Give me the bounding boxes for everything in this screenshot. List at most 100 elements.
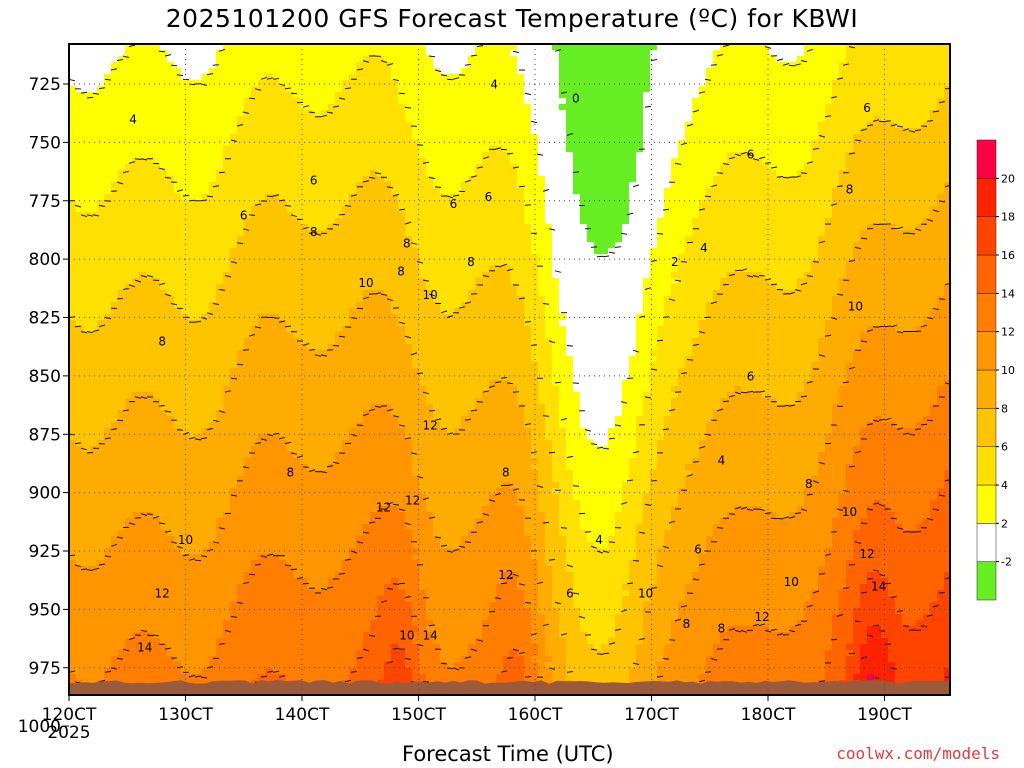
temperature-cell (265, 164, 273, 171)
temperature-cell (342, 374, 350, 381)
temperature-cell (314, 224, 322, 231)
temperature-cell (125, 62, 133, 69)
temperature-cell (195, 236, 203, 243)
temperature-cell (307, 452, 315, 459)
temperature-cell (167, 302, 175, 309)
temperature-cell (258, 152, 266, 159)
temperature-cell (251, 182, 259, 189)
temperature-cell (125, 98, 133, 105)
temperature-cell (118, 260, 126, 267)
temperature-cell (195, 152, 203, 159)
temperature-cell (342, 308, 350, 315)
temperature-cell (97, 272, 105, 279)
temperature-cell (293, 194, 301, 201)
temperature-cell (167, 224, 175, 231)
temperature-cell (181, 284, 189, 291)
temperature-cell (139, 398, 147, 405)
temperature-cell (153, 590, 161, 597)
temperature-cell (258, 92, 266, 99)
temperature-cell (167, 674, 175, 681)
temperature-cell (111, 428, 119, 435)
temperature-cell (307, 644, 315, 651)
temperature-cell (181, 674, 189, 681)
temperature-cell (363, 206, 371, 213)
temperature-cell (97, 614, 105, 621)
temperature-cell (342, 290, 350, 297)
temperature-cell (167, 560, 175, 567)
temperature-cell (328, 134, 336, 141)
temperature-cell (69, 194, 77, 201)
temperature-cell (237, 146, 245, 153)
temperature-cell (279, 404, 287, 411)
temperature-cell (342, 182, 350, 189)
temperature-cell (153, 140, 161, 147)
temperature-cell (377, 632, 385, 639)
temperature-cell (293, 260, 301, 267)
temperature-cell (335, 92, 343, 99)
temperature-cell (335, 356, 343, 363)
temperature-cell (90, 98, 98, 105)
temperature-cell (370, 80, 378, 87)
temperature-cell (167, 200, 175, 207)
temperature-cell (76, 176, 84, 183)
temperature-cell (209, 506, 217, 513)
temperature-cell (244, 596, 252, 603)
temperature-cell (230, 416, 238, 423)
temperature-cell (202, 266, 210, 273)
temperature-cell (146, 134, 154, 141)
temperature-cell (216, 248, 224, 255)
temperature-cell (384, 188, 392, 195)
temperature-cell (146, 302, 154, 309)
temperature-cell (244, 392, 252, 399)
temperature-cell (132, 350, 140, 357)
temperature-cell (216, 164, 224, 171)
temperature-cell (335, 416, 343, 423)
temperature-cell (377, 338, 385, 345)
temperature-cell (153, 176, 161, 183)
temperature-cell (363, 260, 371, 267)
temperature-cell (90, 104, 98, 111)
temperature-cell (363, 122, 371, 129)
temperature-cell (258, 566, 266, 573)
temperature-cell (181, 434, 189, 441)
temperature-cell (202, 74, 210, 81)
temperature-cell (349, 248, 357, 255)
temperature-cell (125, 338, 133, 345)
temperature-cell (307, 512, 315, 519)
temperature-cell (321, 608, 329, 615)
temperature-cell (195, 368, 203, 375)
temperature-cell (125, 356, 133, 363)
temperature-cell (328, 266, 336, 273)
temperature-cell (195, 272, 203, 279)
temperature-cell (181, 512, 189, 519)
temperature-cell (377, 236, 385, 243)
temperature-cell (125, 200, 133, 207)
temperature-cell (356, 518, 364, 525)
temperature-cell (265, 470, 273, 477)
temperature-cell (328, 506, 336, 513)
temperature-cell (307, 320, 315, 327)
temperature-cell (83, 110, 91, 117)
temperature-cell (328, 326, 336, 333)
temperature-cell (293, 74, 301, 81)
temperature-cell (293, 554, 301, 561)
temperature-cell (237, 632, 245, 639)
temperature-cell (90, 494, 98, 501)
temperature-cell (209, 602, 217, 609)
temperature-cell (300, 302, 308, 309)
temperature-cell (363, 140, 371, 147)
temperature-cell (111, 56, 119, 63)
temperature-cell (265, 284, 273, 291)
temperature-cell (272, 146, 280, 153)
temperature-cell (202, 140, 210, 147)
temperature-cell (160, 80, 168, 87)
temperature-cell (76, 536, 84, 543)
temperature-cell (300, 662, 308, 669)
temperature-cell (244, 374, 252, 381)
temperature-cell (335, 242, 343, 249)
temperature-cell (300, 224, 308, 231)
temperature-cell (223, 398, 231, 405)
temperature-cell (76, 158, 84, 165)
temperature-cell (139, 260, 147, 267)
temperature-cell (188, 104, 196, 111)
